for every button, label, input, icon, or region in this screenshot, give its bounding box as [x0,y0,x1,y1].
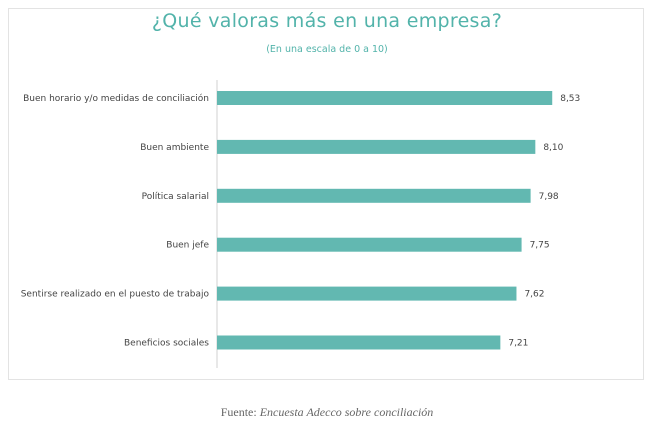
bar [217,237,522,252]
category-label: Buen horario y/o medidas de conciliación [23,93,209,104]
bar [217,286,517,301]
source-name: Encuesta Adecco sobre conciliación [259,405,434,419]
category-label: Buen ambiente [140,143,209,153]
bar [217,91,553,105]
bar [217,139,536,154]
bars-layer: Buen horario y/o medidas de conciliación… [21,91,580,350]
chart-title: ¿Qué valoras más en una empresa? [151,10,503,32]
source-prefix: Fuente: [220,405,260,419]
category-label: Sentirse realizado en el puesto de traba… [21,290,210,300]
chart-subtitle: (En una escala de 0 a 10) [266,44,388,55]
value-label: 7,62 [524,290,544,300]
value-label: 8,53 [560,94,580,104]
bar [217,188,531,203]
source-note: Fuente: Encuesta Adecco sobre conciliaci… [0,405,654,420]
category-label: Política salarial [142,192,209,202]
value-label: 7,21 [508,339,528,349]
value-label: 7,75 [530,241,550,251]
value-label: 8,10 [543,143,563,153]
bar [217,335,501,350]
value-label: 7,98 [539,192,559,202]
category-label: Beneficios sociales [124,339,209,349]
category-label: Buen jefe [166,241,209,251]
